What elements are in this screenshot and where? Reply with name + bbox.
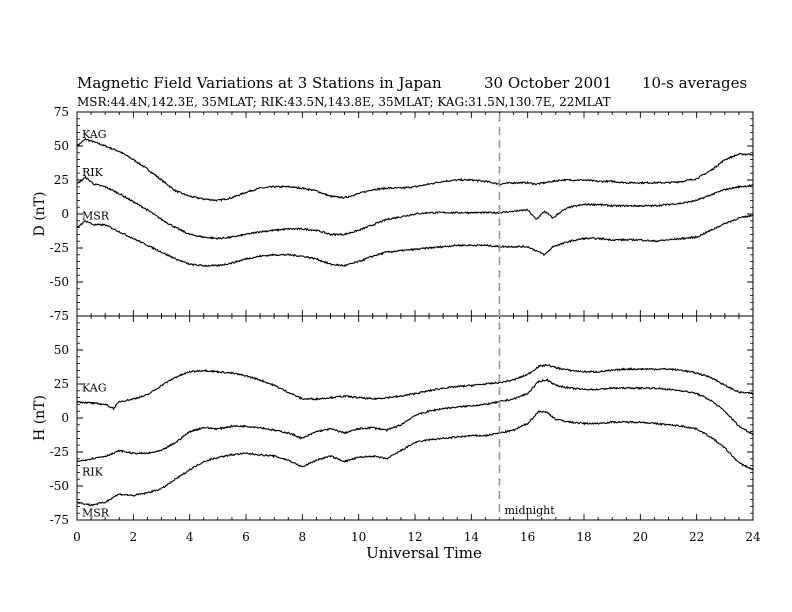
series-line-h-kag xyxy=(77,363,754,411)
x-tick-label: 18 xyxy=(576,530,591,544)
x-tick-label: 14 xyxy=(464,530,480,544)
station-label-h-kag: KAG xyxy=(82,382,107,395)
y-tick-label-h: -25 xyxy=(50,445,69,459)
station-label-h-msr: MSR xyxy=(82,506,110,519)
chart-date: 30 October 2001 xyxy=(484,74,612,92)
station-label-h-rik: RIK xyxy=(82,466,104,479)
y-tick-label-d: 0 xyxy=(61,207,69,221)
x-tick-label: 6 xyxy=(242,530,250,544)
x-tick-label: 2 xyxy=(130,530,138,544)
y-tick-label-d: 25 xyxy=(54,173,69,187)
y-tick-label-d: 50 xyxy=(54,139,69,153)
chart-subtitle: MSR:44.4N,142.3E, 35MLAT; RIK:43.5N,143.… xyxy=(77,95,611,109)
station-label-d-kag: KAG xyxy=(82,128,107,141)
y-tick-label-d: -50 xyxy=(50,275,69,289)
x-tick-label: 16 xyxy=(520,530,535,544)
series-line-d-rik xyxy=(76,175,754,241)
x-tick-label: 0 xyxy=(73,530,81,544)
x-tick-label: 10 xyxy=(351,530,366,544)
panel-h-frame xyxy=(76,315,754,521)
y-tick-label-h: -75 xyxy=(50,513,69,527)
x-axis-title: Universal Time xyxy=(366,544,482,562)
x-tick-label: 8 xyxy=(299,530,307,544)
panel-d-ylabel: D (nT) xyxy=(32,192,48,237)
y-tick-label-h: -50 xyxy=(50,479,69,493)
x-tick-label: 4 xyxy=(186,530,194,544)
y-tick-label-h: 0 xyxy=(61,411,69,425)
x-tick-label: 22 xyxy=(689,530,704,544)
y-tick-label-d: -25 xyxy=(50,241,69,255)
x-tick-label: 12 xyxy=(407,530,422,544)
y-tick-label-d: 75 xyxy=(54,105,69,119)
y-tick-label-h: 50 xyxy=(54,343,69,357)
station-label-d-msr: MSR xyxy=(82,210,110,223)
station-label-d-rik: RIK xyxy=(82,166,104,179)
chart-averaging: 10-s averages xyxy=(642,74,747,92)
x-tick-label: 20 xyxy=(633,530,648,544)
panel-h-ylabel: H (nT) xyxy=(32,395,48,441)
y-tick-label-h: 25 xyxy=(54,377,69,391)
series-line-h-msr xyxy=(76,410,754,507)
series-line-h-rik xyxy=(77,378,754,462)
series-line-d-kag xyxy=(76,137,754,202)
chart-title: Magnetic Field Variations at 3 Stations … xyxy=(77,74,442,92)
x-tick-label: 24 xyxy=(745,530,761,544)
midnight-label: midnight xyxy=(505,504,556,517)
y-tick-label-d: -75 xyxy=(50,309,69,323)
series-line-d-msr xyxy=(76,213,754,268)
